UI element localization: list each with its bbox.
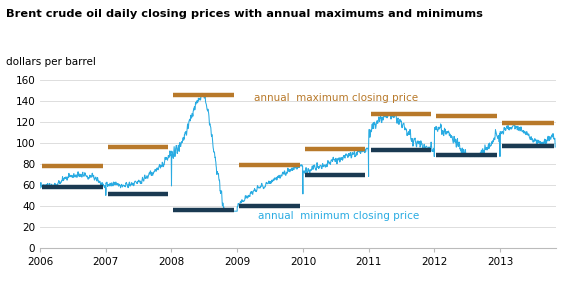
Text: dollars per barrel: dollars per barrel	[6, 57, 96, 67]
Text: annual  minimum closing price: annual minimum closing price	[258, 211, 419, 221]
Text: annual  maximum closing price: annual maximum closing price	[254, 93, 418, 103]
Text: Brent crude oil daily closing prices with annual maximums and minimums: Brent crude oil daily closing prices wit…	[6, 9, 482, 19]
